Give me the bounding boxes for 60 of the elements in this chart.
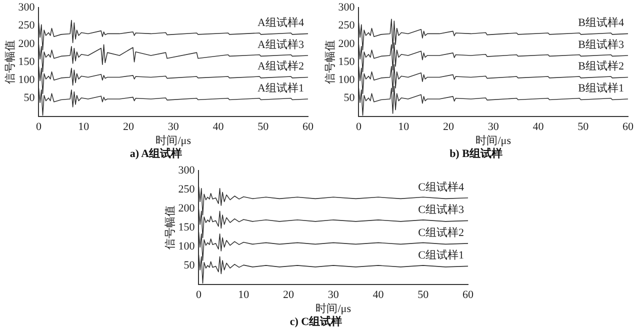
x-tick-label: 50 bbox=[258, 120, 270, 133]
series-label: C组试样4 bbox=[418, 180, 464, 194]
series-label: C组试样2 bbox=[418, 226, 464, 239]
x-tick-label: 40 bbox=[212, 120, 224, 133]
x-tick-label: 10 bbox=[398, 120, 410, 133]
y-tick-label: 300 bbox=[338, 1, 356, 14]
x-tick-label: 50 bbox=[578, 120, 590, 133]
y-tick-label: 250 bbox=[178, 183, 196, 196]
y-tick-label: 100 bbox=[338, 74, 356, 86]
x-tick-label: 30 bbox=[488, 120, 500, 133]
series-label: A组试样3 bbox=[258, 38, 304, 51]
y-tick-label: 200 bbox=[338, 38, 356, 50]
x-tick-label: 10 bbox=[238, 288, 250, 301]
x-axis-title: 时间/μs bbox=[476, 134, 511, 148]
x-axis-title: 时间/μs bbox=[316, 302, 351, 316]
text: c) C组试样 bbox=[290, 315, 342, 328]
x-tick-label: 0 bbox=[356, 120, 362, 133]
y-tick-label: 300 bbox=[178, 164, 196, 176]
y-tick-label: 100 bbox=[18, 74, 36, 86]
x-tick-label: 60 bbox=[302, 120, 314, 133]
y-tick-label: 300 bbox=[18, 1, 36, 14]
y-tick-label: 150 bbox=[338, 56, 356, 68]
x-tick-label: 40 bbox=[372, 288, 384, 301]
x-tick-label: 30 bbox=[328, 288, 340, 301]
y-tick-label: 150 bbox=[18, 56, 36, 68]
series-label: A组试样2 bbox=[258, 60, 304, 73]
x-tick-label: 30 bbox=[168, 120, 180, 133]
series-label: B组试样1 bbox=[578, 81, 624, 94]
series-label: C组试样3 bbox=[418, 203, 464, 216]
y-tick-label: 250 bbox=[18, 20, 36, 32]
series-label: A组试样1 bbox=[258, 81, 304, 94]
x-tick-label: 20 bbox=[442, 120, 454, 133]
x-tick-label: 50 bbox=[418, 288, 430, 301]
series-label: B组试样4 bbox=[578, 16, 624, 30]
x-tick-label: 0 bbox=[36, 120, 42, 133]
series-label: B组试样2 bbox=[578, 60, 624, 73]
x-tick-label: 10 bbox=[78, 120, 90, 133]
y-axis-title: 信号幅值 bbox=[4, 40, 16, 84]
x-tick-label: 0 bbox=[196, 288, 202, 301]
text: a) A组试样 bbox=[130, 147, 182, 160]
y-axis-title: 信号幅值 bbox=[324, 40, 336, 84]
y-tick-label: 100 bbox=[178, 240, 196, 252]
text: b) B组试样 bbox=[450, 147, 502, 160]
y-axis-title: 信号幅值 bbox=[164, 206, 176, 250]
y-tick-label: 200 bbox=[178, 202, 196, 214]
x-tick-label: 40 bbox=[532, 120, 544, 133]
x-tick-label: 60 bbox=[622, 120, 634, 133]
y-tick-label: 50 bbox=[24, 92, 36, 104]
series-label: A组试样4 bbox=[258, 16, 304, 30]
y-tick-label: 50 bbox=[184, 259, 196, 272]
series-label: B组试样3 bbox=[578, 38, 624, 51]
x-tick-label: 20 bbox=[122, 120, 134, 133]
x-tick-label: 60 bbox=[462, 288, 474, 301]
series-label: C组试样1 bbox=[418, 248, 464, 262]
x-axis-title: 时间/μs bbox=[156, 134, 191, 148]
y-tick-label: 150 bbox=[178, 221, 196, 234]
y-tick-label: 250 bbox=[338, 20, 356, 32]
x-tick-label: 20 bbox=[282, 288, 294, 301]
y-tick-label: 50 bbox=[344, 92, 356, 104]
y-tick-label: 200 bbox=[18, 38, 36, 50]
